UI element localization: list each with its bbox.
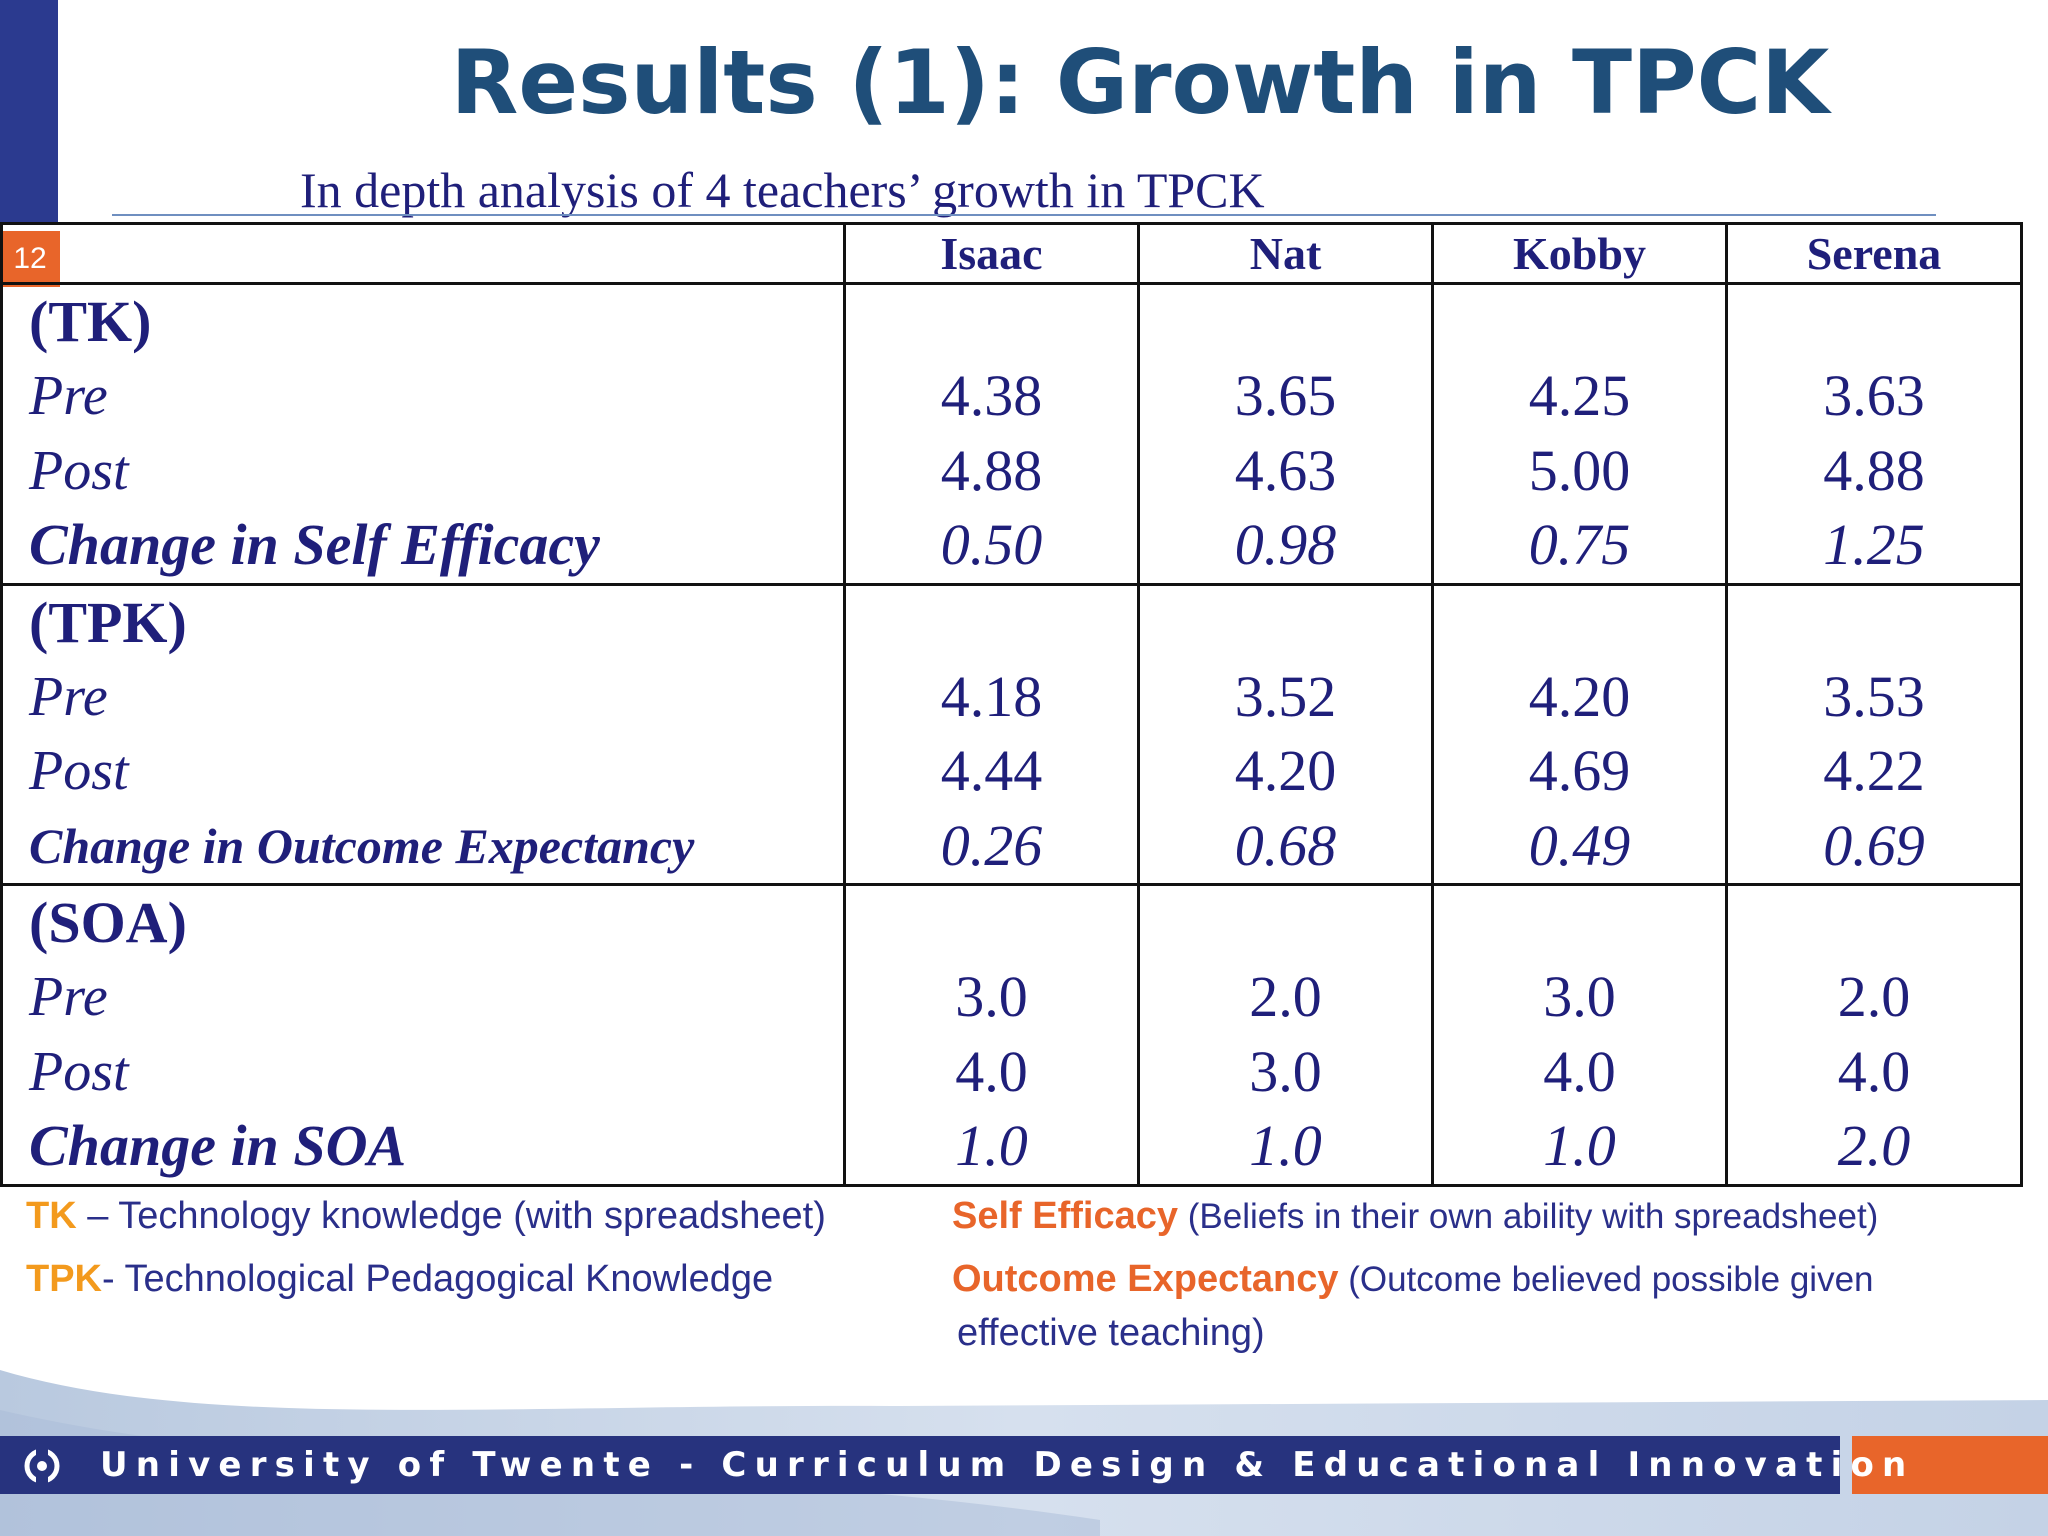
value: 2.0 — [1837, 1113, 1911, 1178]
value: 3.52 — [1234, 663, 1337, 729]
legend-outcome-expectancy-cont: effective teaching) — [957, 1312, 1265, 1354]
value: 4.20 — [1234, 738, 1337, 803]
group-labels: (TK) Pre Post Change in Self Efficacy — [0, 282, 846, 586]
value: 3.53 — [1823, 663, 1925, 729]
group-tpk: (TPK) Pre Post Change in Outcome Expecta… — [0, 582, 2023, 886]
row-label: Post — [29, 740, 129, 802]
value: 3.0 — [1543, 964, 1616, 1029]
row-label: Post — [29, 1040, 129, 1103]
value: 3.63 — [1823, 363, 1925, 428]
column-header: Serena — [1725, 222, 2023, 285]
group-soa: (SOA) Pre Post Change in SOA 3.0 4.0 1.0… — [0, 883, 2023, 1187]
legend-key: Self Efficacy — [952, 1195, 1178, 1237]
value-cell: 2.0 4.0 2.0 — [1725, 883, 2023, 1187]
column-header: Kobby — [1431, 222, 1728, 285]
value: 4.20 — [1528, 663, 1631, 729]
value: 3.0 — [1249, 1038, 1322, 1104]
value: 4.25 — [1528, 363, 1631, 428]
legend-self-efficacy: Self Efficacy (Beliefs in their own abil… — [952, 1191, 1878, 1242]
footer-accent — [1852, 1436, 2048, 1494]
legend-key: TPK — [26, 1258, 102, 1300]
results-table: Isaac Nat Kobby Serena (TK) Pre Post Cha… — [0, 222, 2023, 1187]
value: 0.26 — [940, 812, 1043, 878]
row-label: Change in SOA — [29, 1113, 407, 1178]
legend-key: Outcome Expectancy — [952, 1258, 1339, 1300]
value: 4.63 — [1234, 437, 1337, 503]
value-cell: 3.65 4.63 0.98 — [1137, 282, 1434, 586]
subtitle-underline — [112, 214, 1936, 216]
value: 0.75 — [1528, 512, 1631, 577]
group-labels: (SOA) Pre Post Change in SOA — [0, 883, 846, 1187]
legend-tpk: TPK- Technological Pedagogical Knowledge — [26, 1254, 773, 1304]
value: 4.0 — [955, 1038, 1028, 1104]
value-cell: 4.20 4.69 0.49 — [1431, 582, 1728, 886]
row-label: Post — [29, 439, 129, 502]
value: 4.88 — [940, 437, 1043, 503]
value: 4.69 — [1528, 738, 1631, 803]
value: 1.25 — [1823, 512, 1925, 577]
value: 4.44 — [940, 738, 1043, 803]
group-heading: (TK) — [29, 289, 152, 354]
left-accent-bar — [0, 0, 58, 222]
row-label: Change in Self Efficacy — [29, 512, 600, 577]
value: 4.0 — [1543, 1038, 1616, 1104]
value: 1.0 — [1249, 1113, 1322, 1178]
value: 0.50 — [940, 512, 1043, 577]
legend-text: - Technological Pedagogical Knowledge — [102, 1258, 774, 1300]
value: 4.88 — [1823, 437, 1925, 503]
value: 4.18 — [940, 663, 1043, 729]
value: 0.49 — [1528, 812, 1631, 878]
value: 1.0 — [1543, 1113, 1616, 1178]
value: 5.00 — [1528, 437, 1631, 503]
value-cell: 3.53 4.22 0.69 — [1725, 582, 2023, 886]
footer-text: University of Twente - Curriculum Design… — [100, 1445, 1915, 1485]
value-cell: 3.0 4.0 1.0 — [843, 883, 1140, 1187]
legend-outcome-expectancy: Outcome Expectancy (Outcome believed pos… — [952, 1254, 1874, 1305]
legend-key: TK — [26, 1195, 77, 1237]
header-row: Isaac Nat Kobby Serena — [0, 222, 2023, 285]
value: 2.0 — [1249, 964, 1322, 1029]
value-cell: 3.0 4.0 1.0 — [1431, 883, 1728, 1187]
legend-tk: TK – Technology knowledge (with spreadsh… — [26, 1191, 826, 1241]
group-heading: (TPK) — [29, 589, 187, 655]
legend-text: (Outcome believed possible given — [1338, 1260, 1874, 1299]
value-cell: 4.18 4.44 0.26 — [843, 582, 1140, 886]
row-label: Change in Outcome Expectancy — [29, 817, 695, 874]
legend-text: (Beliefs in their own ability with sprea… — [1178, 1197, 1879, 1236]
column-header: Isaac — [843, 222, 1140, 285]
row-label: Pre — [29, 665, 108, 728]
slide-title: Results (1): Growth in TPCK — [450, 31, 1830, 134]
value-cell: 2.0 3.0 1.0 — [1137, 883, 1434, 1187]
value: 4.22 — [1823, 738, 1925, 803]
value-cell: 4.25 5.00 0.75 — [1431, 282, 1728, 586]
footer-bar — [0, 1436, 1840, 1494]
value: 4.38 — [940, 363, 1043, 428]
group-tk: (TK) Pre Post Change in Self Efficacy 4.… — [0, 282, 2023, 586]
header-blank — [0, 222, 846, 285]
value: 3.0 — [955, 964, 1028, 1029]
value: 4.0 — [1837, 1038, 1911, 1104]
row-label: Pre — [29, 365, 108, 427]
value-cell: 3.52 4.20 0.68 — [1137, 582, 1434, 886]
column-header: Nat — [1137, 222, 1434, 285]
value: 0.98 — [1234, 512, 1337, 577]
legend-text: – Technology knowledge (with spreadsheet… — [76, 1195, 826, 1237]
group-heading: (SOA) — [29, 890, 187, 955]
value: 0.68 — [1234, 812, 1337, 878]
group-labels: (TPK) Pre Post Change in Outcome Expecta… — [0, 582, 846, 886]
slide-subtitle: In depth analysis of 4 teachers’ growth … — [300, 162, 1265, 218]
value: 3.65 — [1234, 363, 1337, 428]
value-cell: 3.63 4.88 1.25 — [1725, 282, 2023, 586]
value: 1.0 — [955, 1113, 1028, 1178]
value: 0.69 — [1823, 812, 1925, 878]
university-logo-icon — [24, 1448, 60, 1484]
row-label: Pre — [29, 966, 108, 1028]
value: 2.0 — [1837, 964, 1911, 1029]
value-cell: 4.38 4.88 0.50 — [843, 282, 1140, 586]
